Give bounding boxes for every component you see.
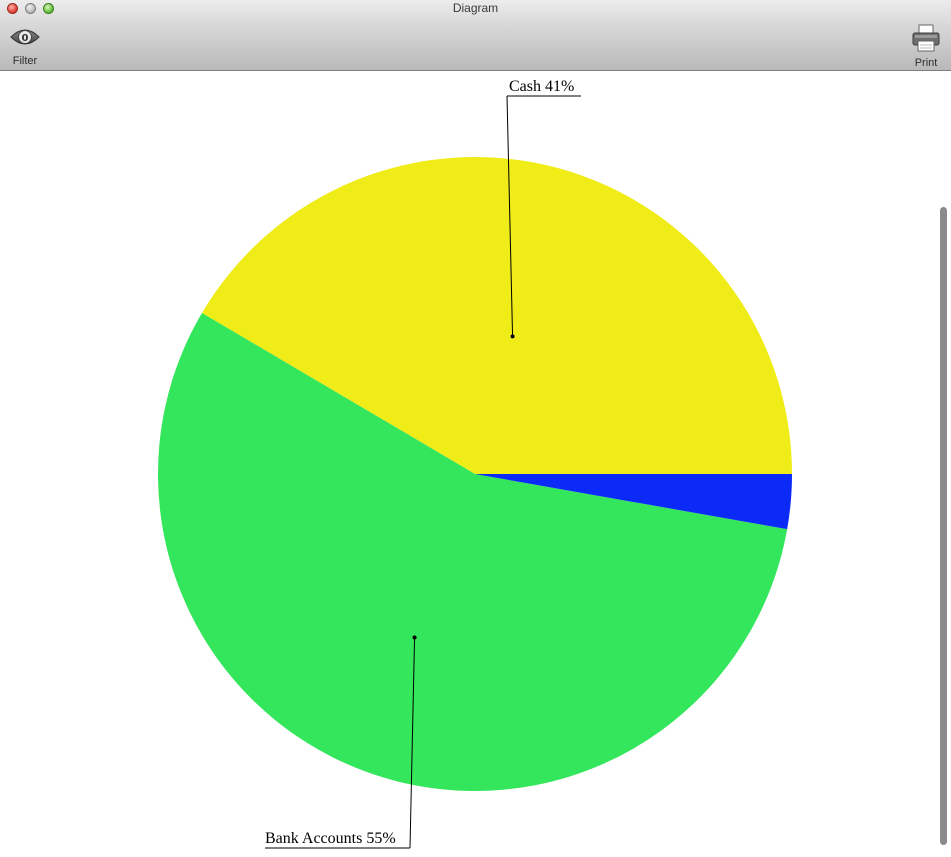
- minimize-window-button[interactable]: [25, 3, 36, 14]
- window-title: Diagram: [452, 1, 499, 15]
- leader-line-bank-accounts: [409, 637, 416, 849]
- printer-icon: [912, 24, 940, 52]
- close-window-button[interactable]: [7, 3, 18, 14]
- print-label: Print: [914, 57, 938, 69]
- print-button[interactable]: Print: [905, 24, 947, 69]
- filter-button[interactable]: 0 Filter: [4, 24, 46, 67]
- zoom-window-button[interactable]: [43, 3, 54, 14]
- filter-label: Filter: [12, 55, 38, 67]
- scrollbar-thumb[interactable]: [940, 207, 947, 845]
- chart-area: Cash 41% Bank Accounts 55%: [0, 71, 951, 857]
- pie-slice-other: [475, 474, 793, 530]
- slice-label-cash: Cash 41%: [509, 78, 574, 95]
- vertical-scrollbar[interactable]: [940, 207, 947, 845]
- eye-icon: 0: [10, 29, 40, 45]
- pie-slice-cash: [201, 156, 792, 475]
- label-anchor-dot-cash: [510, 334, 515, 339]
- svg-text:0: 0: [22, 33, 29, 44]
- slice-label-bank-accounts: Bank Accounts 55%: [265, 830, 396, 847]
- label-anchor-dot-bank-accounts: [412, 635, 417, 640]
- window-titlebar: Diagram 0 Filter Print: [0, 0, 951, 71]
- leader-line-cash: [506, 95, 514, 337]
- pie-chart: Cash 41% Bank Accounts 55%: [158, 78, 793, 849]
- pie-slice-bank-accounts: [158, 312, 788, 791]
